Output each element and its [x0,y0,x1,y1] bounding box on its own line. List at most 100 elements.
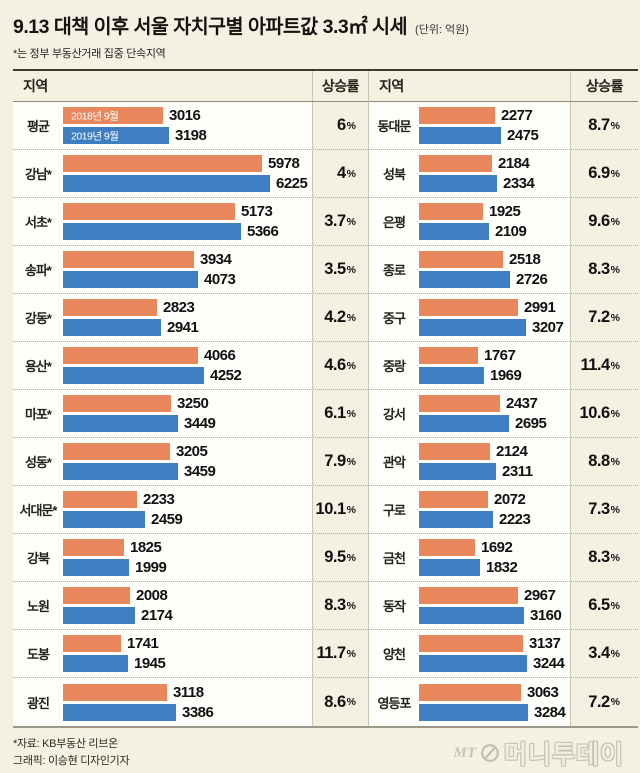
region-label: 중랑 [369,342,419,389]
region-label: 강서 [369,390,419,437]
bar-line: 3207 [419,319,570,336]
rate-value: 8.6 [324,692,346,711]
column-header-rate: 상승률 [312,71,368,101]
bar-value: 1925 [489,203,521,220]
footer: *자료: KB부동산 리브온 그래픽: 이승현 디자인기자 MT 머니투데이 [13,735,638,771]
rate-value: 11.4 [580,356,610,374]
region-label: 성동* [13,438,63,485]
percent-sign: % [610,551,620,564]
rate-cell: 3.7% [312,198,368,245]
bars-cell: 5978 6225 [63,150,312,197]
bar-2018 [63,683,167,701]
bars-cell: 3137 3244 [419,630,570,677]
rate-value: 10.6 [579,404,611,422]
bar-2019: 2019년 9월 [63,127,169,144]
bar-line: 2072 [419,491,570,508]
bar-line: 2941 [63,319,312,336]
rate-cell: 6% [312,102,368,149]
rate-cell: 8.6% [312,678,368,726]
bar-2018 [419,395,500,412]
bar-2019 [63,511,145,528]
bar-line: 2726 [419,271,570,288]
percent-sign: % [346,263,356,276]
column-header-rate: 상승률 [570,71,638,101]
table-row: 구로 2072 2223 7.3% [369,486,638,534]
region-label: 동대문 [369,102,419,149]
bars-cell: 2008 2174 [63,582,312,629]
source-note: *자료: KB부동산 리브온 [13,737,118,750]
bar-value: 2437 [506,395,538,412]
bar-value: 2174 [141,607,173,624]
bar-line: 2311 [419,463,570,480]
table-row: 관악 2124 2311 8.8% [369,438,638,486]
percent-sign: % [346,503,356,516]
percent-sign: % [610,311,620,324]
percent-sign: % [610,455,620,468]
bar-2019 [63,319,161,336]
bar-value: 3386 [182,703,214,721]
bar-value: 4073 [204,271,236,288]
bar-2019 [419,175,497,192]
rate-cell: 6.1% [312,390,368,437]
bar-2018 [419,107,495,124]
rate-value: 7.9 [324,452,346,470]
percent-sign: % [610,359,620,372]
bar-2018 [63,635,121,652]
bar-value: 2695 [515,415,547,432]
rate-value: 8.3 [588,260,610,278]
bar-value: 3205 [176,443,208,460]
table-row: 강서 2437 2695 10.6% [369,390,638,438]
bar-value: 2475 [507,127,539,144]
table-header: 지역 상승률 [369,71,638,102]
bar-line: 5173 [63,203,312,220]
bar-2018 [63,539,124,556]
rate-value: 6.9 [588,164,610,182]
rate-value: 8.3 [588,548,610,566]
rate-cell: 11.7% [312,630,368,677]
bar-2018 [63,491,137,508]
bar-2018 [63,155,262,172]
percent-sign: % [610,503,620,516]
bar-line: 3137 [419,635,570,652]
bar-line: 1925 [419,203,570,220]
bar-value: 2109 [495,223,527,240]
bar-line: 2991 [419,299,570,316]
bar-2018 [63,203,235,220]
bar-value: 2518 [509,251,541,268]
rate-value: 3.5 [324,260,346,278]
page-title: 9.13 대책 이후 서울 자치구별 아파트값 3.3㎡ 시세 [13,16,408,38]
bar-2018 [419,155,492,172]
bars-cell: 2124 2311 [419,438,570,485]
table-row: 도봉 1741 1945 11.7% [13,630,368,678]
rate-value: 6.5 [588,596,610,614]
bars-cell: 3205 3459 [63,438,312,485]
rate-value: 7.2 [588,692,610,711]
percent-sign: % [346,696,356,708]
bar-2019 [63,463,178,480]
bar-2018 [63,251,194,268]
bar-value: 1969 [490,367,522,384]
bars-cell: 1925 2109 [419,198,570,245]
table-row: 동대문 2277 2475 8.7% [369,102,638,150]
bar-value: 2184 [498,155,530,172]
bars-cell: 4066 4252 [63,342,312,389]
region-label: 강남* [13,150,63,197]
bar-2019 [63,415,178,432]
bars-cell: 3118 3386 [63,678,312,726]
bar-value: 3198 [175,127,207,144]
bar-2019 [63,367,204,384]
title-row: 9.13 대책 이후 서울 자치구별 아파트값 3.3㎡ 시세 (단위: 억원) [13,10,638,39]
bar-2019 [419,271,510,288]
bar-value: 6225 [276,175,308,192]
table-row: 서대문* 2233 2459 10.1% [13,486,368,534]
bar-2019 [63,175,270,192]
bar-line: 1945 [63,655,312,672]
region-label: 마포* [13,390,63,437]
rate-cell: 4% [312,150,368,197]
bar-value: 1741 [127,635,159,652]
bar-2019 [419,415,509,432]
bar-2019 [419,511,493,528]
percent-sign: % [610,215,620,228]
rate-value: 10.1 [315,500,347,518]
bar-line: 1969 [419,367,570,384]
